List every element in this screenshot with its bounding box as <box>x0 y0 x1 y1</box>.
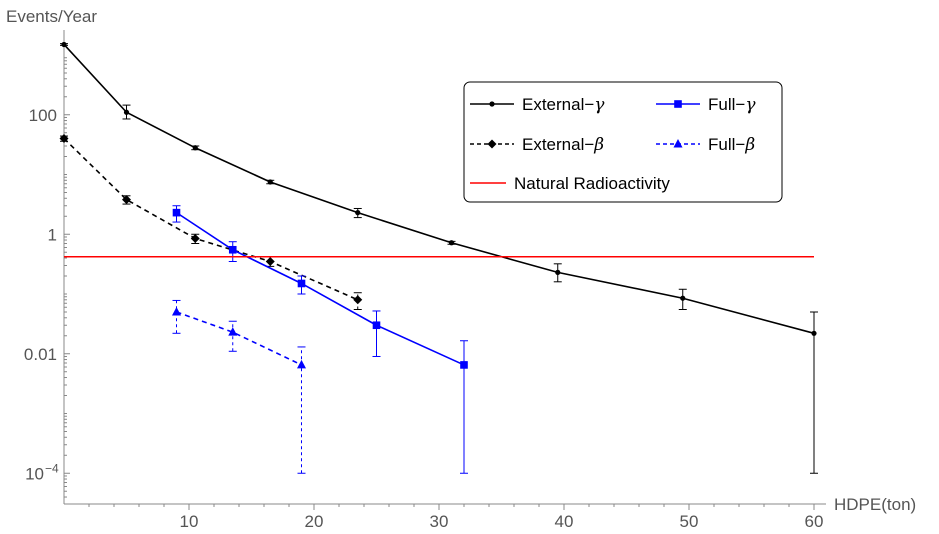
x-tick-label: 50 <box>680 512 699 531</box>
legend: External−γ Full−γ External−β Full−β Natural … <box>463 81 783 203</box>
data-point <box>228 245 237 254</box>
legend-item: Full−γ <box>656 95 756 115</box>
series-0 <box>60 41 818 474</box>
y-axis-label: Events/Year <box>6 7 97 26</box>
series-line <box>176 211 465 366</box>
legend-label: Natural Radioactivity <box>514 174 670 193</box>
data-point <box>190 233 200 243</box>
data-point <box>59 134 69 144</box>
legend-item: External−γ <box>470 95 605 115</box>
y-tick-label: 10 <box>25 464 44 483</box>
y-ticks: 10 −4 0.01 1 100 <box>24 57 70 498</box>
data-point <box>353 295 363 305</box>
x-tick-label: 40 <box>555 512 574 531</box>
data-point <box>265 256 275 266</box>
data-point <box>122 195 131 205</box>
series-2 <box>172 205 468 474</box>
legend-item: External−β <box>470 135 604 155</box>
x-axis-label: HDPE(ton) <box>834 495 916 514</box>
legend-swatch-marker <box>673 139 683 148</box>
legend-box <box>463 81 783 203</box>
data-point <box>448 240 455 246</box>
series-3 <box>172 299 306 474</box>
data-point <box>172 208 181 217</box>
series-layer <box>59 41 818 474</box>
series-line <box>176 311 302 366</box>
legend-label: External−β <box>522 135 604 155</box>
legend-label: External−γ <box>522 95 605 115</box>
data-point <box>297 359 306 369</box>
x-major-ticks: 10 20 30 40 50 60 <box>180 504 824 531</box>
data-point <box>267 179 273 185</box>
y-tick-label: 1 <box>48 225 57 244</box>
x-minor-ticks <box>88 504 790 507</box>
y-tick-label: 100 <box>29 106 57 125</box>
series-1 <box>59 134 363 311</box>
data-point <box>123 109 130 115</box>
x-tick-label: 30 <box>430 512 449 531</box>
series-line <box>63 137 359 301</box>
data-point <box>372 321 381 330</box>
data-point <box>228 327 238 336</box>
data-point <box>555 269 561 275</box>
x-tick-label: 20 <box>305 512 324 531</box>
legend-item: Natural Radioactivity <box>470 174 670 193</box>
data-point <box>172 306 181 316</box>
x-tick-label: 10 <box>180 512 199 531</box>
data-point <box>680 295 686 301</box>
data-point <box>192 145 198 151</box>
legend-swatch-marker <box>487 139 497 149</box>
legend-label: Full−γ <box>708 95 756 115</box>
y-tick-label: 0.01 <box>24 345 57 364</box>
data-point <box>297 279 306 288</box>
legend-swatch-marker <box>489 101 495 107</box>
legend-item: Full−β <box>656 135 755 155</box>
y-tick-exponent: −4 <box>45 461 59 475</box>
data-point <box>460 361 468 369</box>
legend-label: Full−β <box>708 135 755 155</box>
x-tick-label: 60 <box>805 512 824 531</box>
data-point <box>355 210 361 216</box>
data-point <box>811 330 817 336</box>
data-point <box>61 41 67 48</box>
legend-swatch-marker <box>674 100 682 108</box>
